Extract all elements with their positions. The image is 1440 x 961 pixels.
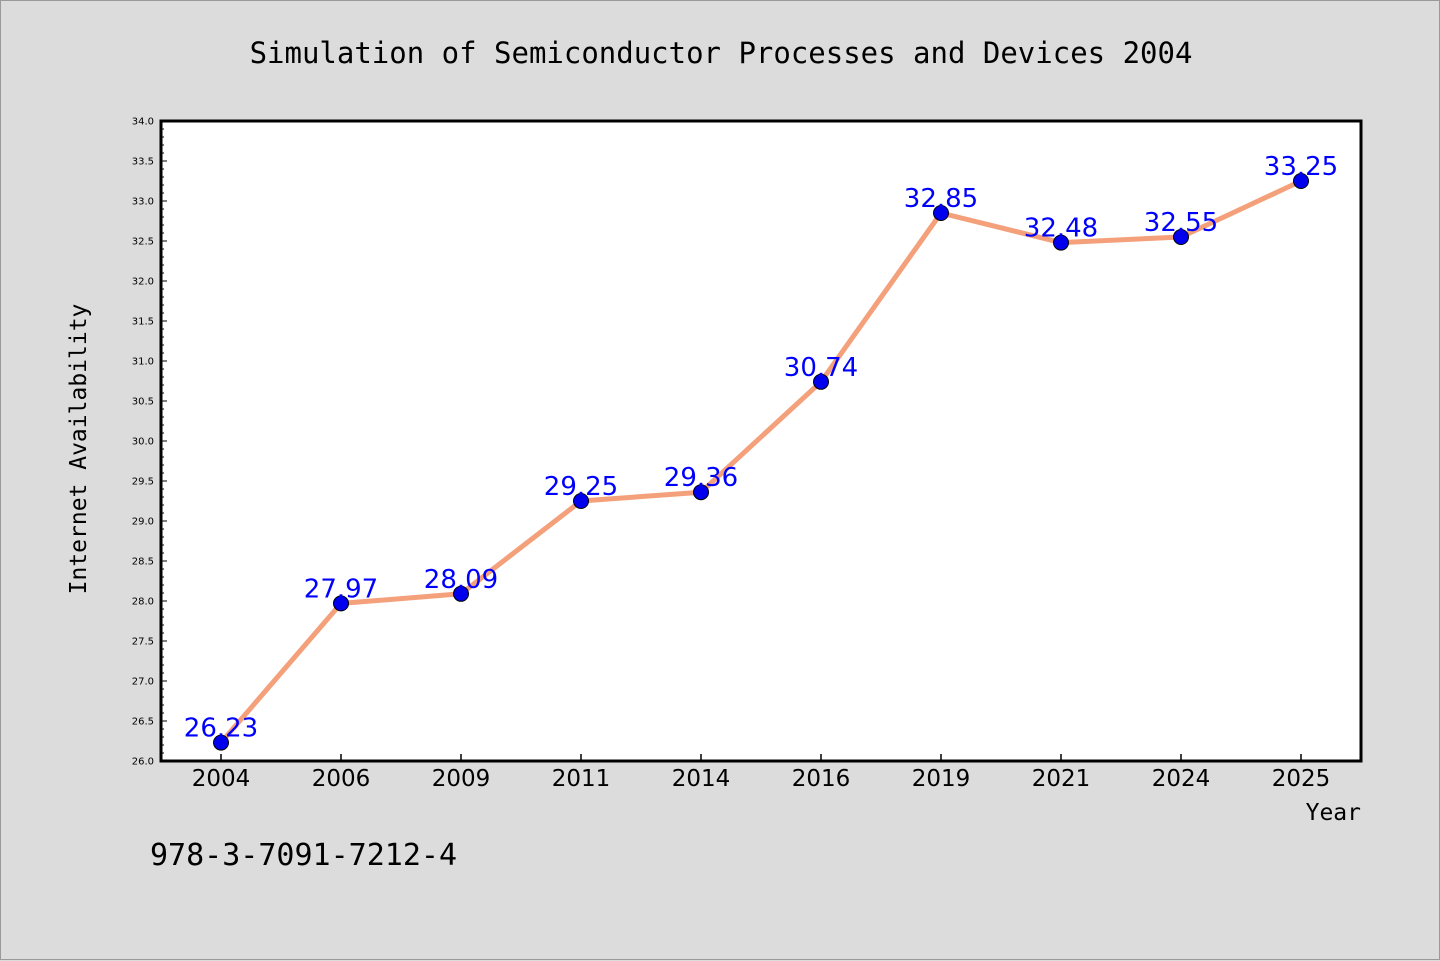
x-tick-label: 2016 bbox=[792, 766, 851, 792]
x-tick-label: 2021 bbox=[1032, 766, 1091, 792]
x-tick-label: 2004 bbox=[192, 766, 251, 792]
y-axis: 26.0 26.5 27.0 27.5 28.0 28.5 29.0 29.5 30.0 30.5… bbox=[132, 117, 167, 768]
y-tick-label: 26.0 bbox=[132, 757, 154, 768]
y-tick-label: 29.5 bbox=[132, 477, 154, 488]
data-label: 28.09 bbox=[424, 565, 498, 595]
y-tick-label: 31.0 bbox=[132, 357, 154, 368]
x-tick-label: 2011 bbox=[552, 766, 611, 792]
x-tick-label: 2006 bbox=[312, 766, 371, 792]
y-tick-label: 28.0 bbox=[132, 597, 154, 608]
y-tick-label: 30.5 bbox=[132, 397, 154, 408]
data-point bbox=[453, 585, 469, 602]
data-point bbox=[213, 734, 229, 751]
x-tick-label: 2009 bbox=[432, 766, 491, 792]
x-tick-label: 2019 bbox=[912, 766, 971, 792]
data-label: 32.55 bbox=[1144, 208, 1218, 238]
y-tick-label: 27.0 bbox=[132, 677, 154, 688]
data-label: 32.48 bbox=[1024, 214, 1098, 244]
x-axis: 2004 2006 2009 2011 2014 2016 2019 2021 2024 2025 bbox=[192, 754, 1331, 792]
y-tick-label: 32.0 bbox=[132, 277, 154, 288]
y-tick-label: 29.0 bbox=[132, 517, 154, 528]
y-tick-label: 27.5 bbox=[132, 637, 154, 648]
x-axis-label: Year bbox=[1306, 800, 1361, 826]
data-label: 30.74 bbox=[784, 353, 858, 383]
data-label: 32.85 bbox=[904, 184, 978, 214]
y-tick-label: 28.5 bbox=[132, 557, 154, 568]
data-point bbox=[933, 205, 949, 221]
data-point bbox=[333, 595, 349, 612]
data-point bbox=[693, 484, 709, 501]
data-label: 26.23 bbox=[184, 714, 258, 744]
y-tick-label: 26.5 bbox=[132, 717, 154, 728]
x-tick-label: 2014 bbox=[672, 766, 731, 792]
y-tick-label: 32.5 bbox=[132, 237, 154, 248]
chart-title: Simulation of Semiconductor Processes an… bbox=[250, 36, 1193, 70]
data-label: 29.36 bbox=[664, 463, 738, 493]
isbn-text: 978-3-7091-7212-4 bbox=[150, 838, 457, 873]
data-point bbox=[573, 493, 589, 509]
data-point bbox=[813, 373, 829, 390]
data-point bbox=[1293, 173, 1309, 189]
x-tick-label: 2024 bbox=[1152, 766, 1211, 792]
data-labels: 26.23 27.97 28.09 29.25 29.36 30.74 32.85 32.48… bbox=[184, 152, 1338, 744]
y-tick-label: 33.0 bbox=[132, 197, 154, 208]
series-line bbox=[219, 178, 1303, 745]
y-tick-label: 30.0 bbox=[132, 437, 154, 448]
data-label: 27.97 bbox=[304, 574, 378, 604]
series-layer bbox=[213, 173, 1309, 751]
data-point bbox=[1173, 229, 1189, 245]
plot-area bbox=[159, 119, 1363, 763]
y-tick-label: 33.5 bbox=[132, 157, 154, 168]
y-axis-label: Internet Availability bbox=[66, 304, 92, 595]
y-tick-label: 34.0 bbox=[132, 117, 154, 128]
data-point bbox=[1053, 234, 1069, 251]
data-label: 33.25 bbox=[1264, 152, 1338, 182]
data-label: 29.25 bbox=[544, 472, 618, 502]
x-tick-label: 2025 bbox=[1272, 766, 1331, 792]
y-tick-label: 31.5 bbox=[132, 317, 154, 328]
